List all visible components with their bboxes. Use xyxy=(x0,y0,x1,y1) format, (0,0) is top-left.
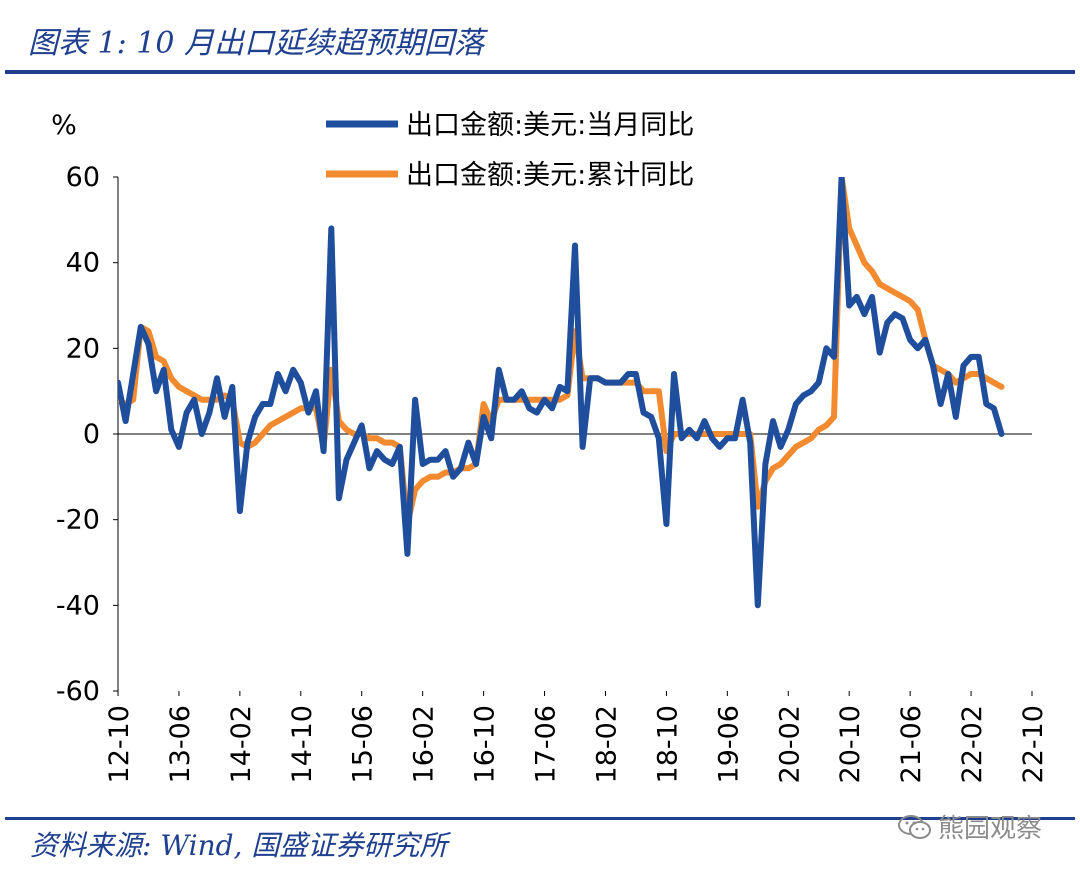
top-rule xyxy=(5,70,1075,74)
x-tick-label: 12-10 xyxy=(104,705,135,783)
x-tick-label: 14-02 xyxy=(226,705,257,783)
x-tick-label: 22-02 xyxy=(957,705,988,783)
x-tick-label: 13-06 xyxy=(165,705,196,783)
x-tick-label: 20-02 xyxy=(774,705,805,783)
chart-title: 图表 1: 10 月出口延续超预期回落 xyxy=(28,26,484,61)
x-tick-label: 16-02 xyxy=(409,705,440,783)
y-tick-label: -40 xyxy=(56,590,100,621)
x-tick-label: 21-06 xyxy=(896,705,927,783)
x-tick-label: 18-10 xyxy=(652,705,683,783)
y-tick-label: 20 xyxy=(66,333,100,364)
x-tick-label: 16-10 xyxy=(470,705,501,783)
x-tick-label: 14-10 xyxy=(287,705,318,783)
x-tick-label: 19-06 xyxy=(713,705,744,783)
y-tick-label: -60 xyxy=(56,676,100,707)
x-tick-label: 22-10 xyxy=(1018,705,1049,783)
x-tick-label: 17-06 xyxy=(531,705,562,783)
x-tick-label: 18-02 xyxy=(591,705,622,783)
series-monthly-yoy-line xyxy=(118,177,1005,609)
chart-series xyxy=(118,177,1005,609)
x-tick-label: 15-06 xyxy=(348,705,379,783)
watermark: 熊园观察 xyxy=(898,808,1042,845)
y-axis-unit: % xyxy=(51,110,77,141)
bottom-rule xyxy=(5,817,1075,820)
chart-axes: 60 40 20 0 -20 -40 -60% 12-10 13-06 14-02 14-10 15-… xyxy=(51,110,1049,783)
y-tick-label: 0 xyxy=(83,419,100,450)
legend-label-monthly: 出口金额:美元:当月同比 xyxy=(406,110,694,141)
x-tick-label: 20-10 xyxy=(835,705,866,783)
watermark-text: 熊园观察 xyxy=(938,814,1043,844)
y-tick-label: 40 xyxy=(66,248,100,279)
series-cumulative-yoy-line xyxy=(118,177,1005,527)
source-note: 资料来源: Wind, 国盛证券研究所 xyxy=(30,829,448,862)
line-chart: 60 40 20 0 -20 -40 -60% 12-10 13-06 14-02 14-10 15-… xyxy=(51,110,1049,783)
wechat-icon xyxy=(898,814,931,839)
legend-label-cumulative: 出口金额:美元:累计同比 xyxy=(406,160,694,191)
y-tick-label: -20 xyxy=(56,505,100,536)
y-tick-label: 60 xyxy=(66,162,100,193)
